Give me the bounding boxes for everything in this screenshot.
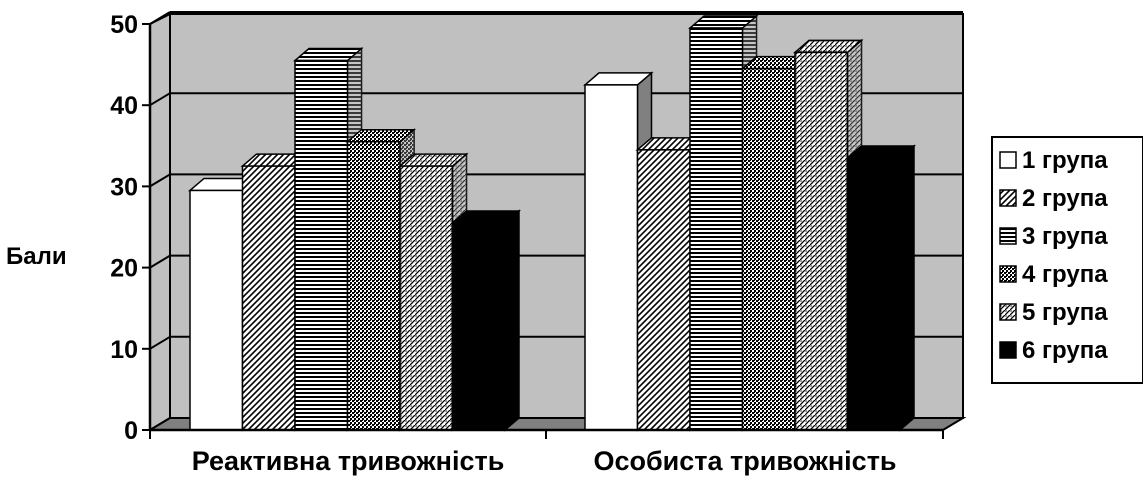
legend-box [991,136,1143,384]
legend-swatch [999,265,1017,283]
bar-front [399,165,454,431]
bar-front [241,165,296,431]
legend-item: 1 група [999,147,1108,174]
legend-label: 6 група [1022,337,1108,364]
bar-front [636,149,691,431]
x-tick-label: Особиста тривожність [593,446,896,476]
legend-item: 4 група [999,261,1108,288]
gridline-side [149,173,171,188]
bar-front [794,51,849,431]
legend-label: 1 група [1022,147,1108,174]
y-tick-label: 40 [110,92,138,120]
y-tick-label: 30 [110,173,138,201]
legend-label: 3 група [1022,223,1108,250]
legend-item: 6 група [999,337,1108,364]
gridline-side [149,254,171,269]
gridline-side [149,92,171,107]
axes: 0 10 20 30 40 50 [110,11,944,445]
bar-front [294,59,349,431]
y-tick-label: 10 [110,336,138,364]
bar-front [846,157,901,431]
x-tick-label: Реактивна тривожність [192,446,505,476]
bar-front [689,27,744,431]
x-axis-labels: Реактивна тривожність Особиста тривожніст… [192,446,897,476]
legend-label: 5 група [1022,299,1108,326]
legend-label: 4 група [1022,261,1108,288]
y-axis-title: Бали [6,243,67,270]
chart-side-wall [149,12,171,432]
bar-side [899,144,915,432]
legend-item: 3 група [999,223,1108,250]
bar [450,209,522,432]
gridline-side [149,11,171,25]
legend-swatch [999,151,1017,169]
bar-front [741,67,796,431]
gridline-side [149,335,171,350]
legend-item: 2 група [999,185,1108,212]
bar-front [189,189,244,431]
legend: 1 група 2 група 3 група 4 група 5 група 6 гру… [999,147,1108,364]
legend-swatch [999,341,1017,359]
y-tick-label: 20 [110,255,138,283]
bar-front [584,84,639,431]
legend-label: 2 група [1022,185,1108,212]
legend-item: 5 група [999,299,1108,326]
bars [187,14,917,432]
bar-side [504,209,520,432]
legend-swatch [999,189,1017,207]
bar [845,144,917,432]
y-tick-label: 50 [110,11,138,39]
legend-swatch [999,303,1017,321]
bar-front [346,140,401,431]
legend-swatch [999,227,1017,245]
bar-front [451,222,506,431]
y-tick-label: 0 [124,417,138,445]
